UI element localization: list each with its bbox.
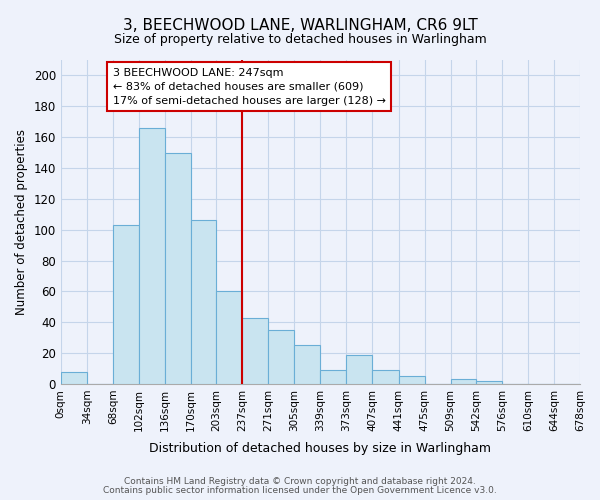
Text: Contains HM Land Registry data © Crown copyright and database right 2024.: Contains HM Land Registry data © Crown c… [124, 477, 476, 486]
Bar [268, 330, 295, 384]
Bar [139, 128, 165, 384]
Bar [61, 372, 87, 384]
Bar [295, 346, 320, 384]
Bar [346, 354, 373, 384]
Bar [165, 152, 191, 384]
Bar [451, 380, 476, 384]
Text: Size of property relative to detached houses in Warlingham: Size of property relative to detached ho… [113, 32, 487, 46]
Bar [373, 370, 398, 384]
Bar [320, 370, 346, 384]
Text: 3 BEECHWOOD LANE: 247sqm
← 83% of detached houses are smaller (609)
17% of semi-: 3 BEECHWOOD LANE: 247sqm ← 83% of detach… [113, 68, 386, 106]
Bar [398, 376, 425, 384]
Bar [191, 220, 216, 384]
Bar [216, 292, 242, 384]
X-axis label: Distribution of detached houses by size in Warlingham: Distribution of detached houses by size … [149, 442, 491, 455]
Y-axis label: Number of detached properties: Number of detached properties [15, 129, 28, 315]
Bar [113, 225, 139, 384]
Bar [242, 318, 268, 384]
Bar [476, 381, 502, 384]
Text: Contains public sector information licensed under the Open Government Licence v3: Contains public sector information licen… [103, 486, 497, 495]
Text: 3, BEECHWOOD LANE, WARLINGHAM, CR6 9LT: 3, BEECHWOOD LANE, WARLINGHAM, CR6 9LT [122, 18, 478, 32]
